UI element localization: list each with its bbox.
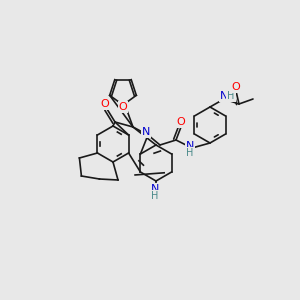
Text: H: H [186, 148, 194, 158]
Text: N: N [220, 91, 228, 101]
Text: H: H [227, 91, 235, 101]
Text: O: O [118, 102, 127, 112]
Text: O: O [100, 99, 109, 109]
Text: N: N [142, 127, 150, 137]
Text: H: H [151, 191, 159, 201]
Text: O: O [232, 82, 240, 92]
Text: O: O [177, 117, 185, 127]
Text: N: N [151, 184, 159, 194]
Text: N: N [186, 141, 194, 151]
